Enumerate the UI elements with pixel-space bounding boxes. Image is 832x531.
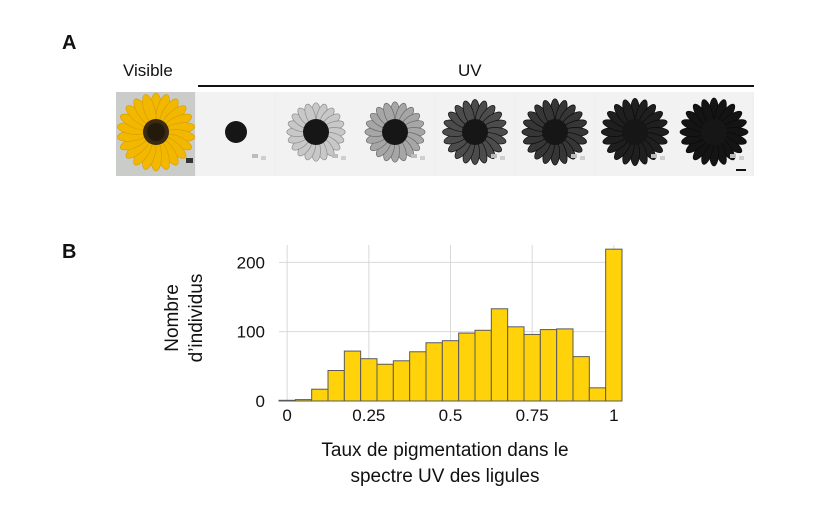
- panel-a-label: A: [62, 32, 77, 54]
- histogram-bar: [539, 329, 558, 402]
- histogram-bar: [376, 363, 394, 402]
- y-tick-label: 100: [237, 323, 265, 342]
- flower-photo-uv-2: [275, 92, 355, 176]
- x-tick-label: 1: [609, 406, 618, 425]
- histogram-bar: [409, 351, 427, 402]
- histogram-bar: [474, 329, 492, 402]
- y-axis-label-line2: d’individus: [186, 274, 207, 363]
- histogram-bar: [311, 388, 329, 402]
- histogram-bar: [556, 328, 574, 402]
- histogram-bar: [507, 326, 525, 402]
- histogram-bar: [441, 340, 460, 402]
- x-axis-label-line1: Taux de pigmentation dans le: [321, 440, 569, 461]
- x-tick-label: 0.5: [439, 406, 463, 425]
- histogram-bar: [392, 360, 411, 402]
- histogram-bar: [360, 358, 378, 402]
- y-axis-label: Nombre d’individus: [150, 248, 220, 388]
- x-tick-label: 0: [282, 406, 291, 425]
- y-axis-label-line1: Nombre: [162, 284, 183, 352]
- histogram-bar: [605, 248, 623, 402]
- uv-label: UV: [458, 61, 482, 80]
- x-tick-label: 0.25: [352, 406, 385, 425]
- flower-photo-uv-1: [195, 92, 275, 176]
- histogram-bar: [425, 342, 443, 402]
- flower-photo-uv-6: [594, 92, 674, 176]
- uv-bracket-line: [198, 85, 754, 87]
- flower-photo-uv-5: [514, 92, 594, 176]
- histogram-bar: [588, 387, 607, 402]
- y-tick-label: 0: [256, 392, 265, 411]
- histogram-bar: [278, 399, 296, 402]
- histogram-bar: [327, 369, 345, 402]
- histogram-bar: [343, 350, 362, 402]
- x-axis-label-line2: spectre UV des ligules: [350, 466, 540, 487]
- flower-photo-strip: [116, 92, 754, 176]
- flower-photo-uv-4: [435, 92, 514, 176]
- histogram-bar: [458, 332, 476, 402]
- visible-label: Visible: [123, 61, 173, 80]
- x-axis-label: Taux de pigmentation dans le spectre UV …: [270, 438, 620, 490]
- histogram-bar: [294, 399, 313, 402]
- panel-b-label: B: [62, 241, 77, 263]
- flower-photo-uv-7: [674, 92, 754, 176]
- x-tick-label: 0.75: [516, 406, 549, 425]
- histogram-bar: [572, 356, 590, 402]
- y-tick-label: 200: [237, 253, 265, 272]
- flower-photo-uv-3: [355, 92, 435, 176]
- flower-photo-visible: [116, 92, 195, 176]
- histogram-bar: [490, 308, 509, 402]
- histogram-bar: [523, 333, 541, 402]
